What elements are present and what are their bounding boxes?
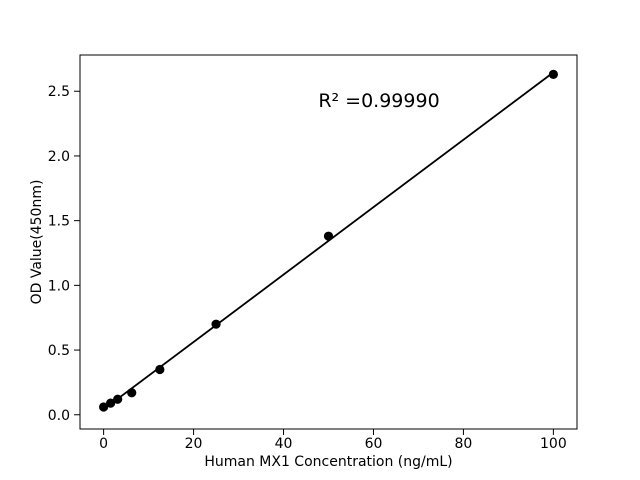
y-tick-label: 1.0 [48, 278, 70, 294]
x-tick-label: 0 [99, 436, 108, 452]
r-squared-annotation: R² =0.99990 [318, 90, 439, 112]
axes-frame [79, 54, 578, 430]
x-tick-label: 20 [185, 436, 203, 452]
data-point [211, 319, 221, 329]
y-tick-label: 0.0 [48, 408, 70, 424]
x-axis-label: Human MX1 Concentration (ng/mL) [204, 454, 452, 470]
data-point [113, 394, 123, 404]
data-point [323, 231, 334, 241]
plot-area [99, 69, 558, 412]
data-point [106, 398, 116, 408]
data-point [155, 364, 165, 375]
data-point [127, 388, 137, 398]
x-tick-label: 40 [275, 436, 293, 452]
y-tick-label: 2.5 [48, 84, 70, 100]
fit-line [102, 71, 555, 411]
axis-ticks: 0 20 40 60 80 100 0.0 0.5 1.0 1.5 2.0 2.5 [48, 84, 567, 452]
data-point [548, 69, 558, 80]
y-tick-label: 2.0 [48, 149, 70, 165]
y-tick-label: 0.5 [48, 343, 70, 359]
x-tick-label: 60 [365, 436, 383, 452]
y-tick-label: 1.5 [48, 214, 70, 230]
y-axis-label: OD Value(450nm) [29, 180, 45, 305]
x-tick-label: 100 [540, 436, 567, 452]
data-point [99, 402, 109, 412]
x-tick-label: 80 [455, 436, 473, 452]
